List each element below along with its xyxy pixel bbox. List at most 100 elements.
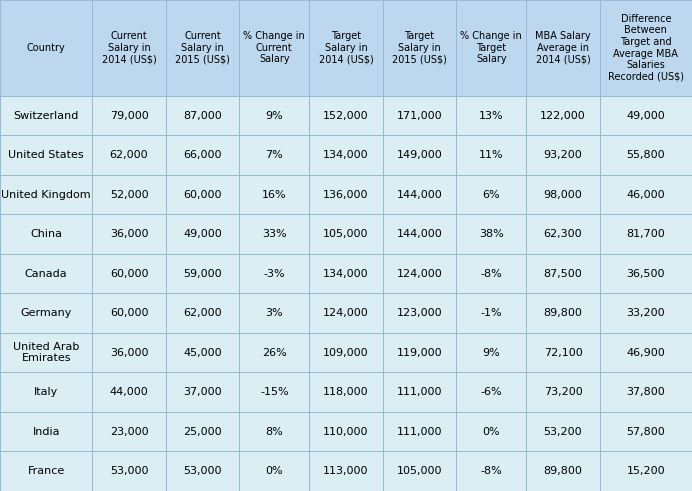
Text: 87,000: 87,000 (183, 110, 222, 120)
Text: 49,000: 49,000 (626, 110, 665, 120)
Bar (526, 452, 600, 491)
Text: 0%: 0% (266, 466, 283, 476)
Bar (526, 175, 600, 215)
Text: -8%: -8% (480, 269, 502, 278)
Text: Difference
Between
Target and
Average MBA
Salaries
Recorded (US$): Difference Between Target and Average MB… (608, 14, 684, 82)
Bar (239, 333, 309, 372)
Bar (0, 372, 92, 412)
Text: 119,000: 119,000 (397, 348, 442, 357)
Bar (309, 333, 383, 372)
Text: 45,000: 45,000 (183, 348, 222, 357)
Bar (526, 136, 600, 175)
Text: 53,000: 53,000 (110, 466, 148, 476)
Text: 53,200: 53,200 (544, 427, 582, 436)
Text: 9%: 9% (482, 348, 500, 357)
Bar (92, 333, 166, 372)
Text: 6%: 6% (482, 190, 500, 199)
Text: -15%: -15% (260, 387, 289, 397)
Text: 93,200: 93,200 (544, 150, 583, 160)
Bar (526, 372, 600, 412)
Text: 89,800: 89,800 (543, 308, 583, 318)
Text: 118,000: 118,000 (323, 387, 369, 397)
Text: 44,000: 44,000 (109, 387, 148, 397)
Text: China: China (30, 229, 62, 239)
Text: 46,900: 46,900 (626, 348, 665, 357)
Bar (0, 175, 92, 215)
Text: 122,000: 122,000 (540, 110, 586, 120)
Bar (600, 254, 692, 294)
Text: 23,000: 23,000 (110, 427, 148, 436)
Text: 62,300: 62,300 (544, 229, 582, 239)
Bar (92, 254, 166, 294)
Bar (600, 96, 692, 136)
Text: 36,000: 36,000 (110, 348, 148, 357)
Bar (239, 0, 309, 96)
Text: Canada: Canada (25, 269, 67, 278)
Text: 33,200: 33,200 (626, 308, 665, 318)
Bar (456, 372, 526, 412)
Text: % Change in
Current
Salary: % Change in Current Salary (244, 31, 305, 64)
Bar (0, 0, 92, 96)
Text: 134,000: 134,000 (323, 150, 369, 160)
Text: Germany: Germany (21, 308, 72, 318)
Bar (600, 294, 692, 333)
Bar (92, 96, 166, 136)
Text: 73,200: 73,200 (544, 387, 583, 397)
Bar (309, 412, 383, 452)
Bar (309, 215, 383, 254)
Bar (456, 175, 526, 215)
Text: 57,800: 57,800 (626, 427, 665, 436)
Bar (166, 254, 239, 294)
Text: 144,000: 144,000 (397, 229, 442, 239)
Text: 49,000: 49,000 (183, 229, 222, 239)
Text: United States: United States (8, 150, 84, 160)
Bar (383, 333, 456, 372)
Text: -3%: -3% (264, 269, 285, 278)
Text: 124,000: 124,000 (397, 269, 442, 278)
Bar (309, 96, 383, 136)
Bar (456, 136, 526, 175)
Text: 7%: 7% (266, 150, 283, 160)
Bar (526, 254, 600, 294)
Text: 0%: 0% (482, 427, 500, 436)
Bar (600, 136, 692, 175)
Bar (309, 254, 383, 294)
Text: 123,000: 123,000 (397, 308, 442, 318)
Bar (239, 412, 309, 452)
Text: Switzerland: Switzerland (13, 110, 79, 120)
Bar (309, 294, 383, 333)
Text: 46,000: 46,000 (626, 190, 665, 199)
Bar (0, 254, 92, 294)
Text: 105,000: 105,000 (323, 229, 369, 239)
Text: Target
Salary in
2014 (US$): Target Salary in 2014 (US$) (318, 31, 374, 64)
Bar (92, 452, 166, 491)
Text: 171,000: 171,000 (397, 110, 442, 120)
Text: Country: Country (27, 43, 66, 53)
Bar (166, 136, 239, 175)
Bar (600, 0, 692, 96)
Bar (383, 136, 456, 175)
Text: United Arab
Emirates: United Arab Emirates (13, 342, 80, 363)
Bar (600, 215, 692, 254)
Text: 25,000: 25,000 (183, 427, 222, 436)
Bar (0, 215, 92, 254)
Bar (309, 372, 383, 412)
Bar (456, 294, 526, 333)
Text: 62,000: 62,000 (183, 308, 222, 318)
Bar (92, 215, 166, 254)
Bar (92, 412, 166, 452)
Text: 60,000: 60,000 (183, 190, 222, 199)
Text: 89,800: 89,800 (543, 466, 583, 476)
Bar (600, 412, 692, 452)
Bar (239, 254, 309, 294)
Bar (0, 136, 92, 175)
Text: 87,500: 87,500 (544, 269, 583, 278)
Bar (166, 96, 239, 136)
Bar (239, 215, 309, 254)
Text: 38%: 38% (479, 229, 504, 239)
Bar (383, 452, 456, 491)
Text: 62,000: 62,000 (110, 150, 148, 160)
Bar (0, 294, 92, 333)
Text: 111,000: 111,000 (397, 387, 442, 397)
Bar (383, 96, 456, 136)
